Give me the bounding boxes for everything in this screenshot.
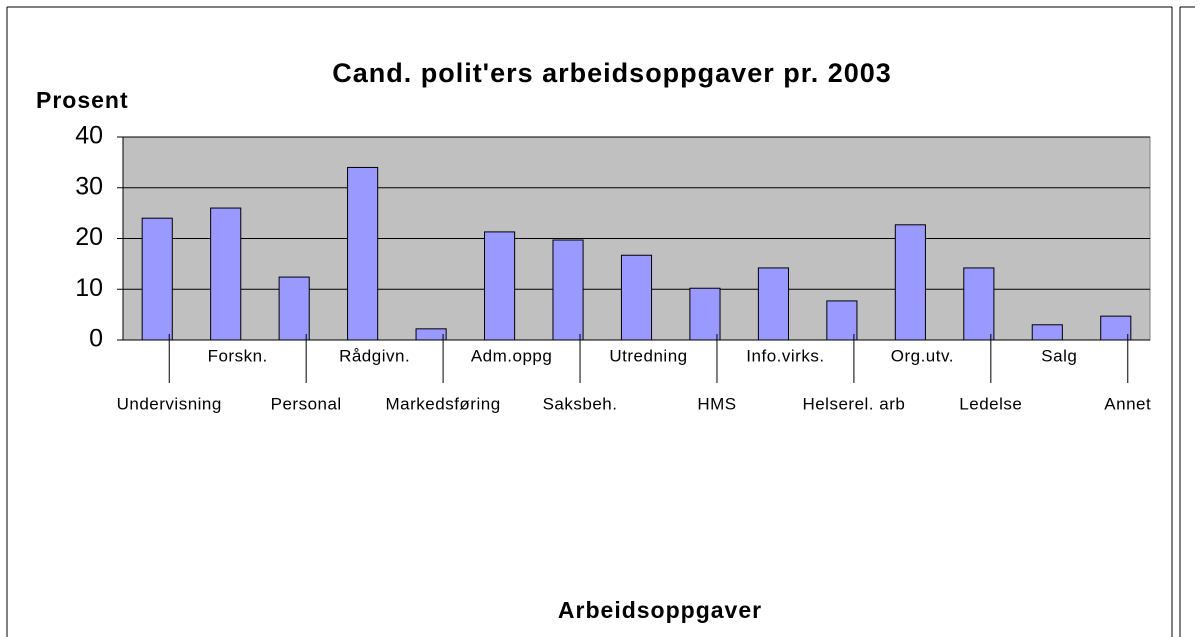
- bar: [689, 287, 721, 341]
- bar: [826, 300, 858, 341]
- x-tick-label: Rådgivn.: [339, 346, 410, 365]
- bar: [415, 328, 447, 341]
- bar: [894, 224, 926, 341]
- x-tick-label: Helserel. arb: [802, 394, 905, 413]
- x-tick-label: Info.virks.: [746, 346, 824, 365]
- x-tick-label: Undervisning: [117, 394, 222, 413]
- y-tick-label: 30: [75, 172, 103, 200]
- chart-title: Cand. polit'ers arbeidsoppgaver pr. 2003: [332, 58, 892, 88]
- bar: [552, 239, 584, 341]
- x-tick-label: Salg: [1041, 346, 1077, 365]
- bar: [210, 207, 242, 341]
- y-tick-label: 10: [75, 274, 103, 302]
- x-axis-title: Arbeidsoppgaver: [558, 597, 762, 623]
- x-tick-label: Saksbeh.: [543, 394, 618, 413]
- x-tick-label: Ledelse: [959, 394, 1022, 413]
- bar: [484, 231, 516, 341]
- x-tick-label: Org.utv.: [891, 346, 954, 365]
- x-tick-label: Adm.oppg: [471, 346, 553, 365]
- bar: [278, 276, 310, 341]
- bar: [347, 166, 379, 341]
- x-tick-label: Annet: [1104, 394, 1151, 413]
- bar: [1100, 315, 1132, 341]
- y-tick-label: 40: [75, 122, 103, 150]
- y-tick-label: 20: [75, 223, 103, 251]
- bar: [620, 254, 653, 341]
- y-tick-label: 0: [89, 325, 103, 353]
- x-tick-label: Personal: [271, 394, 342, 413]
- x-tick-label: HMS: [697, 394, 736, 413]
- bar: [1031, 324, 1063, 341]
- x-tick-label: Forskn.: [208, 346, 268, 365]
- x-tick-label: Utredning: [609, 346, 687, 365]
- y-axis-title: Prosent: [36, 87, 129, 113]
- bar: [963, 267, 995, 341]
- x-tick-label: Markedsføring: [386, 394, 501, 413]
- bar: [141, 217, 173, 341]
- bar: [757, 267, 789, 341]
